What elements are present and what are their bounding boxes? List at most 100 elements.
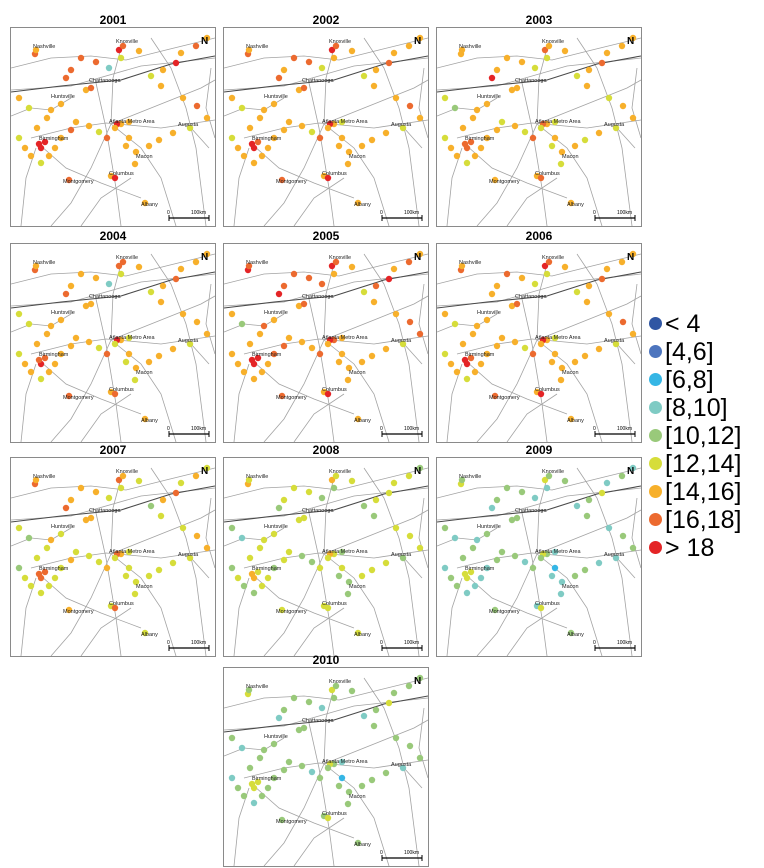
road-line (616, 557, 636, 579)
road-line (521, 298, 548, 442)
monitor-site-dot (72, 118, 80, 126)
monitor-site-dot (21, 144, 29, 152)
road-line (150, 253, 207, 442)
monitor-site-dot (612, 554, 620, 562)
monitor-site-dot (372, 66, 380, 74)
monitor-site-dot (551, 350, 559, 358)
road-line (20, 147, 37, 226)
city-label: Montgomery (276, 819, 307, 825)
road-line (616, 127, 636, 149)
monitor-site-dot (57, 100, 65, 108)
monitor-site-dot (37, 375, 45, 383)
monitor-site-dot (169, 129, 177, 137)
monitor-site-dot (561, 47, 569, 55)
city-label: Macon (136, 154, 153, 160)
monitor-site-dot (258, 792, 266, 800)
legend-label: [16,18] (665, 506, 742, 534)
road-line (446, 147, 463, 226)
monitor-site-dot (551, 564, 559, 572)
monitor-site-dot (203, 330, 211, 338)
monitor-site-dot (21, 574, 29, 582)
road-line (466, 575, 568, 629)
map-svg: Nashville Knoxville Chattanooga Huntsville A… (11, 250, 215, 442)
road-line (323, 295, 428, 341)
monitor-site-dot (629, 114, 637, 122)
monitor-site-dot (629, 544, 637, 552)
monitor-site-dot (246, 764, 254, 772)
monitor-site-dot (537, 390, 545, 398)
monitor-site-dot (172, 489, 180, 497)
monitor-site-dot (295, 302, 303, 310)
road-line (30, 335, 215, 355)
monitor-site-dot (95, 128, 103, 136)
monitor-site-dot (498, 334, 506, 342)
monitor-site-dot (27, 582, 35, 590)
map-frame: Nashville Knoxville Chattanooga Huntsville A… (436, 243, 642, 443)
monitor-site-dot (234, 360, 242, 368)
city-label: Nashville (246, 684, 268, 690)
monitor-site-dot (57, 564, 65, 572)
north-arrow-icon: N (414, 466, 421, 477)
monitor-site-dot (345, 364, 353, 372)
monitor-site-dot (405, 42, 413, 50)
city-label: Knoxville (542, 255, 564, 261)
monitor-site-dot (529, 134, 537, 142)
city-label: Knoxville (329, 39, 351, 45)
city-label: Nashville (459, 44, 481, 50)
monitor-site-dot (67, 342, 75, 350)
monitor-site-dot (503, 484, 511, 492)
monitor-site-dot (280, 126, 288, 134)
monitor-site-dot (192, 472, 200, 480)
road-line (536, 509, 641, 555)
monitor-site-dot (573, 288, 581, 296)
monitor-site-dot (87, 514, 95, 522)
road-line (190, 557, 210, 579)
monitor-site-dot (305, 58, 313, 66)
monitor-site-dot (483, 100, 491, 108)
road-line (243, 549, 428, 569)
monitor-site-dot (250, 799, 258, 807)
monitor-site-dot (453, 152, 461, 160)
road-line (437, 467, 641, 499)
monitor-site-dot (477, 144, 485, 152)
monitor-site-dot (179, 94, 187, 102)
monitor-site-dot (248, 356, 256, 364)
legend-item: < 4 (649, 310, 761, 338)
monitor-site-dot (324, 764, 332, 772)
monitor-site-dot (245, 262, 253, 270)
monitor-site-dot (27, 368, 35, 376)
monitor-site-dot (85, 122, 93, 130)
road-line (224, 253, 428, 285)
monitor-site-dot (324, 604, 332, 612)
legend-item: > 18 (649, 534, 761, 562)
monitor-site-dot (169, 559, 177, 567)
map-svg: Nashville Knoxville Chattanooga Huntsville A… (224, 34, 428, 226)
state-border-line (224, 55, 428, 93)
monitor-site-dot (545, 42, 553, 50)
monitor-site-dot (157, 298, 165, 306)
monitor-site-dot (619, 102, 627, 110)
city-label: Huntsville (51, 310, 75, 316)
city-label: Chattanooga (89, 78, 121, 84)
monitor-site-dot (548, 358, 556, 366)
color-legend: < 4 [4,6] [6,8] [8,10] [10,12] [12,14] [… (649, 310, 761, 562)
monitor-site-dot (508, 516, 516, 524)
city-label: Chattanooga (515, 78, 547, 84)
city-label: Birmingham (39, 566, 69, 572)
city-label: Columbus (535, 601, 560, 607)
monitor-site-dot (270, 100, 278, 108)
monitor-site-dot (111, 554, 119, 562)
monitor-site-dot (57, 530, 65, 538)
monitor-site-dot (368, 136, 376, 144)
monitor-site-dot (344, 800, 352, 808)
monitor-site-dot (619, 532, 627, 540)
monitor-site-dot (358, 358, 366, 366)
monitor-site-dot (238, 104, 246, 112)
monitor-site-dot (43, 330, 51, 338)
monitor-site-dot (155, 352, 163, 360)
monitor-site-dot (27, 152, 35, 160)
legend-item: [16,18] (649, 506, 761, 534)
monitor-site-dot (260, 536, 268, 544)
legend-swatch (649, 401, 662, 414)
monitor-site-dot (469, 544, 477, 552)
